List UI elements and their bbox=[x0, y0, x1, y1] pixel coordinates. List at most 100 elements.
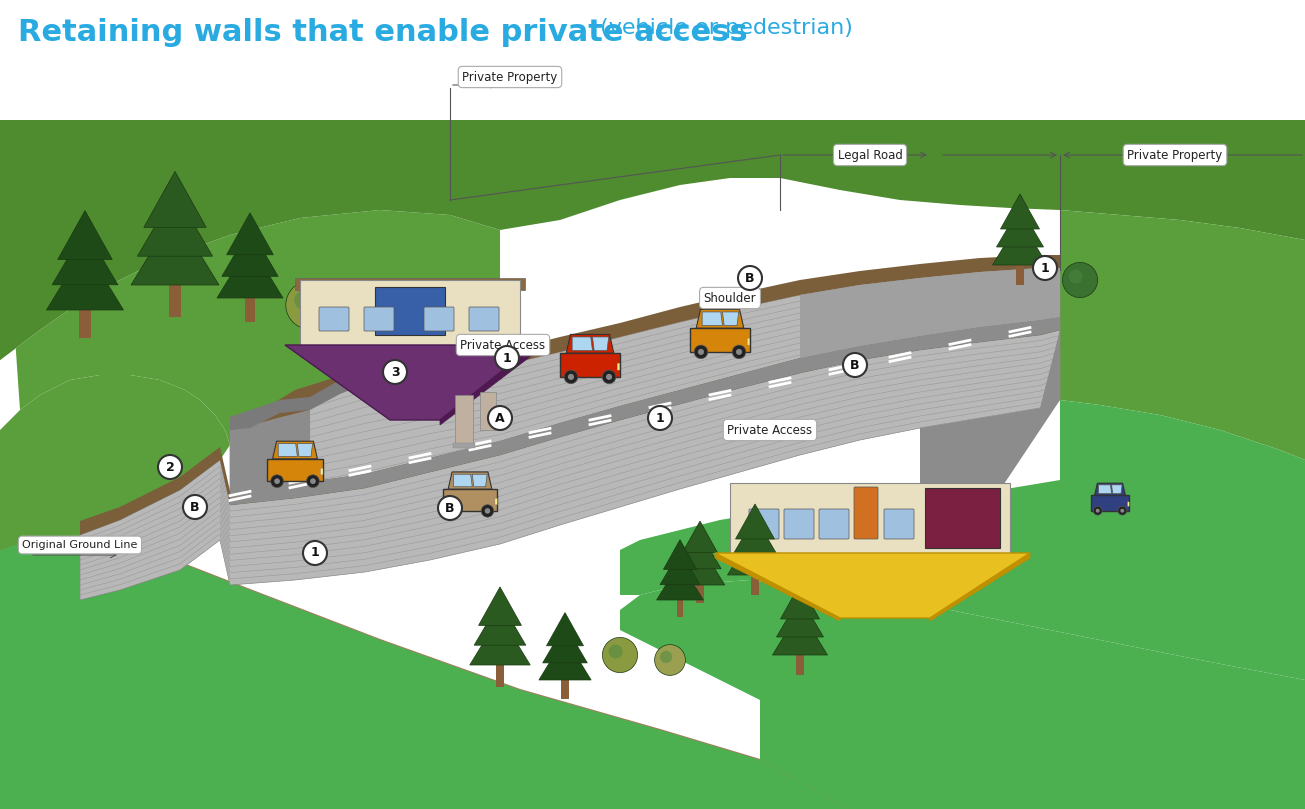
FancyBboxPatch shape bbox=[748, 338, 750, 345]
Circle shape bbox=[358, 303, 373, 319]
Circle shape bbox=[602, 370, 616, 383]
Polygon shape bbox=[776, 597, 823, 637]
Circle shape bbox=[1094, 506, 1103, 515]
Circle shape bbox=[698, 349, 703, 355]
Polygon shape bbox=[273, 441, 317, 459]
Polygon shape bbox=[470, 616, 530, 665]
Polygon shape bbox=[800, 268, 1060, 358]
Text: Retaining walls that enable private access: Retaining walls that enable private acce… bbox=[18, 18, 748, 47]
Polygon shape bbox=[230, 317, 1060, 505]
Polygon shape bbox=[479, 587, 522, 625]
Text: B: B bbox=[851, 358, 860, 371]
FancyBboxPatch shape bbox=[617, 363, 620, 370]
Circle shape bbox=[732, 345, 746, 358]
Text: A: A bbox=[495, 412, 505, 425]
Polygon shape bbox=[696, 309, 744, 328]
FancyBboxPatch shape bbox=[480, 392, 496, 430]
Polygon shape bbox=[1060, 210, 1305, 460]
Circle shape bbox=[655, 645, 685, 676]
Text: B: B bbox=[745, 272, 754, 285]
FancyBboxPatch shape bbox=[697, 585, 703, 603]
Circle shape bbox=[294, 290, 313, 310]
Polygon shape bbox=[780, 120, 1305, 240]
Polygon shape bbox=[268, 459, 324, 481]
Circle shape bbox=[694, 345, 707, 358]
Polygon shape bbox=[1095, 483, 1125, 495]
Polygon shape bbox=[702, 312, 723, 325]
Circle shape bbox=[660, 650, 672, 663]
Polygon shape bbox=[660, 551, 699, 585]
FancyBboxPatch shape bbox=[1017, 265, 1024, 285]
Polygon shape bbox=[1099, 485, 1112, 493]
Polygon shape bbox=[0, 120, 500, 445]
Polygon shape bbox=[1112, 485, 1122, 493]
Circle shape bbox=[564, 370, 578, 383]
Polygon shape bbox=[683, 521, 718, 553]
Text: Private Access: Private Access bbox=[461, 338, 545, 351]
Circle shape bbox=[606, 374, 612, 380]
Polygon shape bbox=[690, 328, 750, 352]
Polygon shape bbox=[448, 472, 492, 489]
Polygon shape bbox=[298, 443, 313, 456]
FancyBboxPatch shape bbox=[749, 509, 779, 539]
FancyBboxPatch shape bbox=[321, 468, 324, 475]
Circle shape bbox=[608, 645, 622, 659]
Polygon shape bbox=[539, 637, 591, 680]
Polygon shape bbox=[930, 553, 1030, 621]
Polygon shape bbox=[723, 312, 739, 325]
Circle shape bbox=[350, 295, 390, 335]
Polygon shape bbox=[474, 601, 526, 646]
Polygon shape bbox=[620, 580, 1305, 809]
FancyBboxPatch shape bbox=[495, 498, 497, 505]
Polygon shape bbox=[732, 517, 779, 557]
Circle shape bbox=[488, 406, 512, 430]
Polygon shape bbox=[727, 530, 783, 575]
Text: Private Property: Private Property bbox=[462, 70, 557, 83]
Circle shape bbox=[446, 505, 459, 517]
Text: 2: 2 bbox=[166, 460, 175, 473]
FancyBboxPatch shape bbox=[367, 315, 373, 331]
FancyBboxPatch shape bbox=[617, 655, 622, 669]
Polygon shape bbox=[543, 625, 587, 663]
Circle shape bbox=[736, 349, 743, 355]
FancyBboxPatch shape bbox=[925, 488, 1000, 548]
Polygon shape bbox=[442, 489, 497, 511]
Polygon shape bbox=[47, 247, 124, 310]
Circle shape bbox=[1069, 269, 1083, 283]
Circle shape bbox=[311, 478, 316, 484]
Text: 3: 3 bbox=[390, 366, 399, 379]
FancyBboxPatch shape bbox=[750, 575, 760, 595]
Polygon shape bbox=[230, 397, 311, 430]
Circle shape bbox=[274, 478, 281, 484]
Polygon shape bbox=[440, 345, 535, 425]
Circle shape bbox=[158, 455, 181, 479]
Polygon shape bbox=[993, 220, 1048, 265]
Circle shape bbox=[286, 281, 334, 329]
Polygon shape bbox=[80, 317, 1060, 535]
Polygon shape bbox=[736, 504, 774, 539]
FancyBboxPatch shape bbox=[796, 655, 804, 675]
Polygon shape bbox=[227, 213, 274, 255]
FancyBboxPatch shape bbox=[245, 298, 254, 322]
Text: B: B bbox=[191, 501, 200, 514]
Text: 1: 1 bbox=[655, 412, 664, 425]
Polygon shape bbox=[920, 330, 1060, 495]
Circle shape bbox=[568, 374, 574, 380]
Polygon shape bbox=[773, 610, 827, 655]
Circle shape bbox=[1118, 506, 1126, 515]
FancyBboxPatch shape bbox=[820, 509, 850, 539]
Polygon shape bbox=[656, 561, 703, 600]
Polygon shape bbox=[715, 553, 1030, 618]
Polygon shape bbox=[284, 345, 535, 420]
Polygon shape bbox=[675, 544, 724, 585]
Polygon shape bbox=[130, 213, 219, 285]
FancyBboxPatch shape bbox=[455, 395, 472, 445]
Circle shape bbox=[649, 406, 672, 430]
Circle shape bbox=[270, 475, 283, 488]
Polygon shape bbox=[0, 535, 850, 809]
Text: Shoulder: Shoulder bbox=[703, 291, 757, 304]
FancyBboxPatch shape bbox=[1128, 502, 1129, 506]
Circle shape bbox=[482, 505, 493, 517]
Polygon shape bbox=[472, 474, 487, 487]
Polygon shape bbox=[217, 244, 283, 298]
